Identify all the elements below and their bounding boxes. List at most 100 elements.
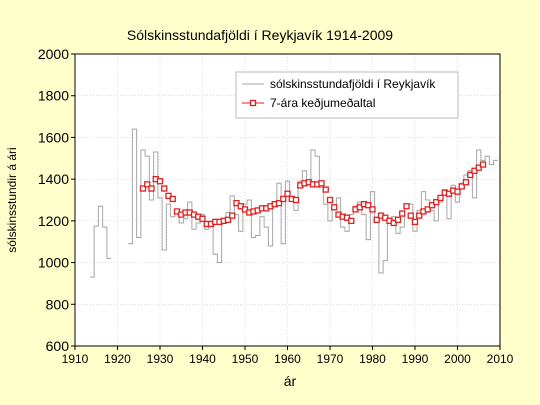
- annual-series-point: [146, 155, 148, 157]
- moving-average-marker: [403, 203, 410, 210]
- moving-average-marker: [156, 178, 164, 185]
- annual-series-point: [150, 199, 153, 201]
- annual-series-point: [286, 180, 289, 182]
- annual-series-point: [142, 149, 144, 151]
- annual-series-point: [180, 222, 182, 224]
- moving-average-marker: [462, 179, 470, 186]
- annual-series-point: [439, 201, 442, 203]
- annual-series-point: [227, 211, 229, 214]
- moving-average-marker: [454, 188, 461, 195]
- annual-series-point: [384, 259, 386, 262]
- annual-series-point: [104, 226, 106, 228]
- annual-series-point: [193, 228, 195, 230]
- annual-series-point: [99, 205, 102, 207]
- y-tick-label: 1800: [38, 88, 69, 104]
- annual-series-point: [410, 203, 412, 205]
- annual-series-point: [159, 197, 161, 199]
- y-axis-label: sólskinsstundir á ári: [5, 147, 19, 252]
- annual-series-point: [269, 245, 272, 247]
- annual-series-point: [303, 170, 306, 172]
- x-tick-label: 1920: [104, 352, 131, 366]
- annual-series-point: [206, 228, 208, 230]
- moving-average-marker: [326, 196, 334, 204]
- annual-series-point: [401, 226, 403, 228]
- annual-series-point: [465, 174, 467, 176]
- annual-series-point: [172, 216, 174, 218]
- moving-average-marker: [280, 195, 287, 203]
- annual-series-point: [448, 218, 450, 220]
- moving-average-marker: [416, 212, 423, 219]
- annual-series-point: [312, 149, 314, 151]
- annual-series-point: [252, 236, 255, 239]
- x-tick-label: 1960: [274, 352, 301, 366]
- annual-series-point: [278, 182, 280, 184]
- x-tick-label: 1980: [359, 352, 386, 366]
- annual-series-point: [201, 214, 204, 216]
- y-tick-label: 1000: [38, 255, 69, 271]
- moving-average-marker: [199, 215, 206, 222]
- annual-series-point: [397, 232, 399, 234]
- annual-series-point: [414, 230, 416, 232]
- x-tick-label: 1950: [232, 352, 259, 366]
- annual-series-point: [393, 216, 395, 218]
- annual-series-point: [320, 186, 323, 189]
- moving-average-marker: [369, 206, 376, 213]
- annual-series-point: [295, 209, 297, 212]
- annual-series-point: [350, 214, 352, 216]
- annual-series-point: [431, 209, 433, 212]
- y-tick-label: 800: [46, 296, 70, 312]
- y-tick-label: 1400: [38, 171, 69, 187]
- annual-series-point: [95, 225, 97, 227]
- moving-average-marker: [275, 199, 283, 207]
- moving-average-marker: [479, 161, 487, 168]
- moving-average-marker: [224, 216, 232, 223]
- annual-series-point: [346, 230, 348, 232]
- moving-average-marker: [144, 181, 151, 188]
- y-tick-label: 600: [46, 338, 70, 354]
- annual-series-point: [167, 203, 170, 205]
- y-tick-label: 1200: [38, 213, 69, 229]
- annual-series-point: [244, 203, 246, 205]
- annual-series-point: [235, 214, 238, 216]
- annual-series-point: [456, 201, 459, 203]
- x-tick-label: 1970: [317, 352, 344, 366]
- moving-average-marker: [322, 186, 329, 193]
- annual-series-point: [422, 191, 425, 193]
- moving-average-series: [139, 161, 487, 228]
- x-tick-label: 1940: [189, 352, 216, 366]
- annual-series-point: [359, 201, 361, 203]
- annual-series-point: [261, 216, 263, 218]
- annual-series-point: [316, 155, 318, 157]
- annual-series-point: [155, 151, 157, 153]
- x-axis: 1910 1920 1930 1940 1950 1960 1970 1980 1990 2000…: [62, 346, 514, 366]
- annual-series-point: [337, 197, 340, 199]
- annual-series-point: [363, 214, 365, 216]
- annual-series-point: [380, 272, 382, 274]
- moving-average-marker: [284, 190, 291, 197]
- annual-series-point: [418, 209, 420, 212]
- annual-series-point: [495, 159, 497, 161]
- annual-series-point: [469, 170, 471, 172]
- moving-average-marker: [331, 204, 338, 211]
- moving-average-marker: [399, 210, 406, 217]
- annual-series-point: [257, 234, 259, 237]
- annual-series-point: [325, 203, 327, 205]
- annual-series-point: [371, 191, 374, 193]
- x-tick-label: 2000: [444, 352, 471, 366]
- moving-average-marker: [407, 212, 414, 219]
- moving-average-marker: [365, 202, 372, 209]
- annual-series-point: [490, 163, 493, 166]
- x-tick-label: 1910: [62, 352, 89, 366]
- annual-series-point: [248, 199, 250, 201]
- moving-average-marker: [424, 206, 431, 213]
- annual-series-point: [482, 159, 484, 161]
- moving-average-marker: [318, 180, 325, 187]
- annual-series-point: [133, 128, 136, 130]
- legend: sólskinsstundafjöldi í Reykjavík 7-ára k…: [235, 71, 459, 119]
- annual-series-point: [231, 195, 233, 197]
- legend-average-label: 7-ára keðjumeðaltal: [270, 96, 375, 110]
- annual-series-point: [342, 226, 344, 228]
- annual-series-point: [218, 261, 221, 264]
- annual-series-point: [282, 243, 284, 245]
- x-tick-label: 2010: [487, 352, 514, 366]
